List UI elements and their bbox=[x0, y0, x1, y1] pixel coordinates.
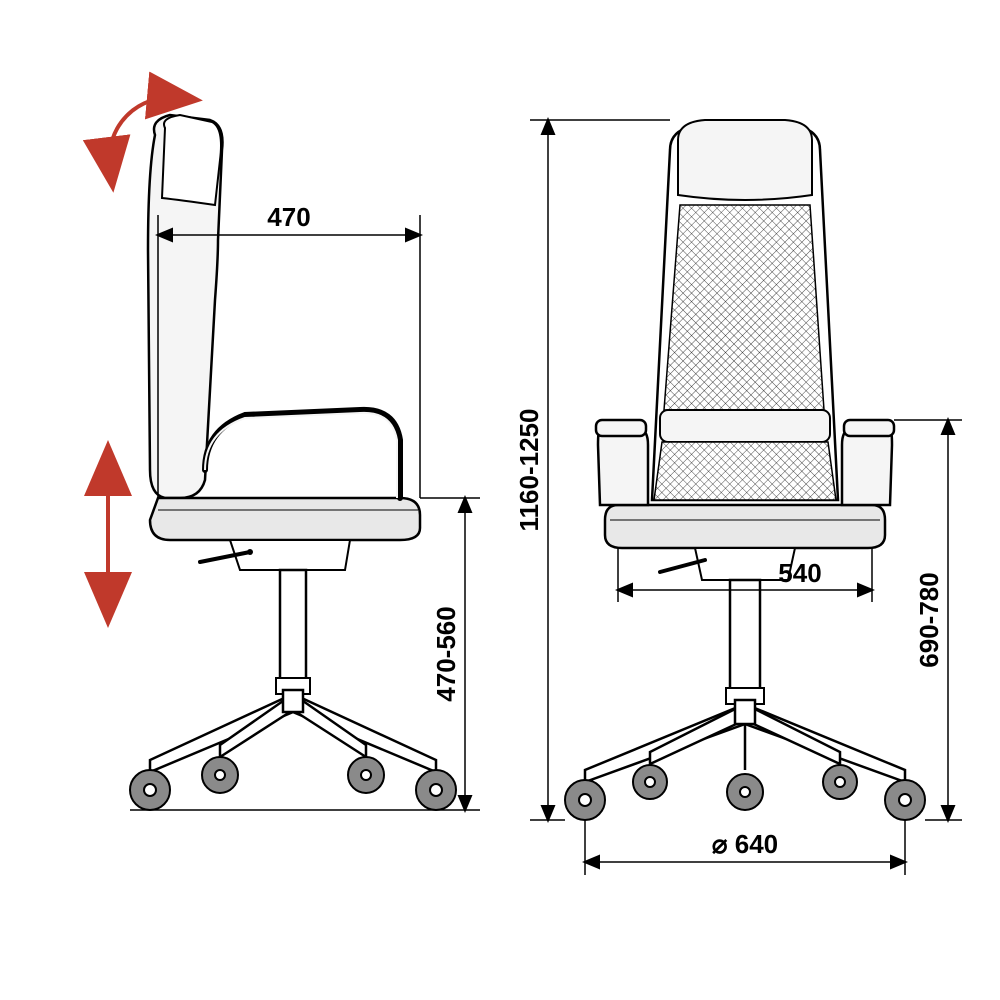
technical-drawing: 470 470-560 bbox=[0, 0, 1000, 1000]
front-column bbox=[730, 580, 760, 690]
dim-total-height-label: 1160-1250 bbox=[514, 409, 544, 532]
side-casters bbox=[130, 757, 456, 810]
dim-seat-width-label: 540 bbox=[778, 558, 821, 588]
front-casters bbox=[565, 765, 925, 820]
front-mesh-lower bbox=[654, 442, 836, 500]
side-base bbox=[150, 690, 436, 772]
front-mesh-upper bbox=[664, 205, 824, 410]
dim-base-diameter: ⌀ 640 bbox=[585, 820, 905, 875]
dim-arm-height-label: 690-780 bbox=[914, 572, 944, 667]
chair-front-view: 1160-1250 690-780 540 ⌀ 640 bbox=[514, 120, 962, 875]
chair-side-view: 470 470-560 bbox=[108, 98, 480, 810]
side-mechanism bbox=[230, 540, 350, 570]
dim-arm-height: 690-780 bbox=[894, 420, 962, 820]
side-seat bbox=[150, 498, 420, 540]
side-headrest bbox=[162, 115, 221, 205]
side-column bbox=[280, 570, 306, 680]
front-headrest bbox=[678, 120, 812, 200]
dim-base-diameter-label: ⌀ 640 bbox=[712, 829, 778, 859]
dim-seat-height-label: 470-560 bbox=[431, 606, 461, 701]
dim-seat-depth-label: 470 bbox=[267, 202, 310, 232]
front-base bbox=[585, 700, 905, 782]
front-seat bbox=[605, 505, 885, 548]
